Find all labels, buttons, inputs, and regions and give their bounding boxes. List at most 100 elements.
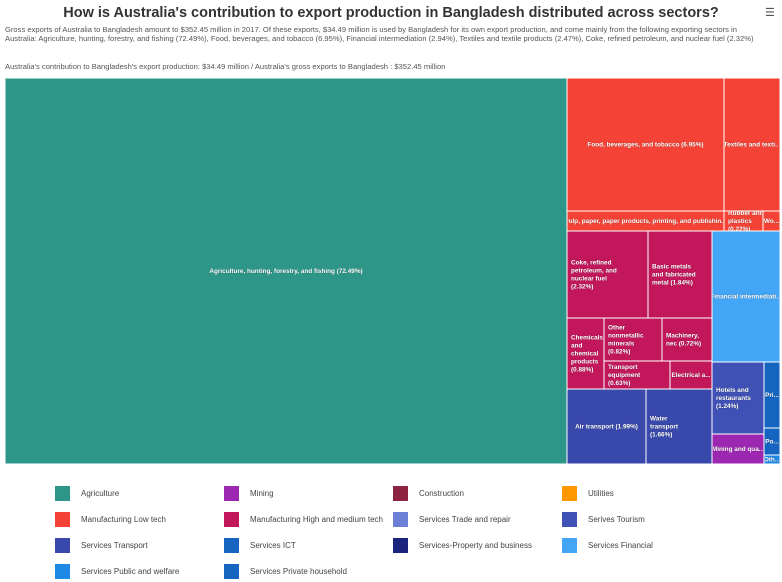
treemap-rect[interactable] — [4, 77, 568, 465]
treemap-rect[interactable] — [711, 361, 765, 435]
treemap-label: Air transport (1.99%) — [575, 424, 638, 431]
treemap-label: Basic metals and fabricated metal (1.84%) — [652, 264, 696, 287]
legend-swatch — [224, 485, 239, 501]
treemap-rect[interactable] — [723, 77, 781, 212]
legend-item[interactable]: Services ICT — [224, 537, 296, 553]
treemap-cell[interactable]: Other nonmetallic minerals (0.82%) — [603, 317, 663, 362]
legend-label: Services-Property and business — [419, 540, 532, 550]
treemap-rect[interactable] — [566, 230, 649, 319]
legend-label: Services Transport — [81, 540, 148, 550]
treemap-cell[interactable]: Po... — [763, 427, 781, 456]
treemap-cell[interactable]: Pulp, paper, paper products, printing, a… — [564, 210, 726, 232]
legend-item[interactable]: Services-Property and business — [393, 537, 532, 553]
treemap-cell[interactable]: Wo... — [762, 210, 781, 232]
chart-title: How is Australia's contribution to expor… — [63, 5, 719, 21]
legend-label: Services Financial — [588, 540, 653, 550]
legend-label: Manufacturing Low tech — [81, 514, 166, 524]
treemap-label: Hotels and restaurants (1.24%) — [716, 387, 751, 410]
legend-item[interactable]: Construction — [393, 485, 464, 501]
treemap-rect[interactable] — [566, 317, 605, 390]
treemap-rect[interactable] — [661, 317, 713, 362]
legend-swatch — [224, 563, 239, 579]
treemap-label: Electrical a... — [671, 372, 710, 379]
treemap-cell[interactable]: Oth... — [763, 454, 781, 465]
legend-item[interactable]: Mining — [224, 485, 274, 501]
legend-swatch — [393, 485, 408, 501]
legend-label: Services Private household — [250, 566, 347, 576]
treemap-rect[interactable] — [711, 433, 765, 465]
legend-label: Services Public and welfare — [81, 566, 180, 576]
treemap-cell[interactable]: Food, beverages, and tobacco (6.95%) — [566, 77, 725, 212]
legend-item[interactable]: Manufacturing Low tech — [55, 511, 166, 527]
treemap-cell[interactable]: Water transport (1.66%) — [645, 388, 713, 465]
treemap-label: Financial intermediati... — [710, 294, 781, 301]
treemap-label: Po... — [765, 439, 779, 446]
treemap-rect[interactable] — [603, 317, 663, 362]
treemap-cell[interactable]: Coke, refined petroleum, and nuclear fuel(… — [566, 230, 649, 319]
treemap-label: Transport equipment (0.63%) — [608, 364, 641, 387]
treemap-label: Mining and qua... — [712, 446, 764, 453]
treemap-label: Chemicals and chemical products (0.88%) — [571, 335, 603, 374]
legend-swatch — [55, 485, 70, 501]
legend-swatch — [224, 511, 239, 527]
treemap-label: Machinery, nec (0.72%) — [666, 333, 701, 348]
legend-swatch — [562, 537, 577, 553]
treemap-label: Agriculture, hunting, forestry, and fish… — [209, 268, 362, 275]
chart-note: Australia's contribution to Bangladesh's… — [5, 62, 446, 71]
treemap-label: Wo... — [764, 218, 779, 225]
treemap-cell[interactable]: Agriculture, hunting, forestry, and fish… — [4, 77, 568, 465]
treemap-label: Food, beverages, and tobacco (6.95%) — [587, 142, 703, 149]
treemap-cell[interactable]: Textiles and texti... — [723, 77, 781, 212]
legend-swatch — [393, 537, 408, 553]
treemap-rect[interactable] — [566, 77, 725, 212]
legend-swatch — [562, 485, 577, 501]
legend-swatch — [55, 511, 70, 527]
treemap-cell[interactable]: Basic metals and fabricated metal (1.84%) — [647, 230, 713, 319]
treemap-rect[interactable] — [763, 454, 781, 465]
legend-item[interactable]: Manufacturing High and medium tech — [224, 511, 383, 527]
treemap-cell[interactable]: Machinery, nec (0.72%) — [661, 317, 713, 362]
treemap-label: Other nonmetallic minerals (0.82%) — [608, 325, 644, 356]
legend-item[interactable]: Services Public and welfare — [55, 563, 179, 579]
legend-item[interactable]: Services Trade and repair — [393, 511, 511, 527]
treemap-label: Pri... — [765, 392, 779, 399]
legend-item[interactable]: Services Financial — [562, 537, 653, 553]
treemap-cell[interactable]: Financial intermediati... — [710, 230, 781, 363]
legend-item[interactable]: Agriculture — [55, 485, 119, 501]
legend-label: Services Trade and repair — [419, 514, 511, 524]
legend-label: Construction — [419, 488, 464, 498]
treemap-rect[interactable] — [566, 388, 647, 465]
legend-label: Manufacturing High and medium tech — [250, 514, 383, 524]
legend-swatch — [224, 537, 239, 553]
treemap-cell[interactable]: Rubber and plastics (0.22%) — [723, 210, 764, 233]
legend-swatch — [55, 537, 70, 553]
treemap-cell[interactable]: Mining and qua... — [711, 433, 765, 465]
legend-item[interactable]: Serives Tourism — [562, 511, 645, 527]
hamburger-menu-icon[interactable]: ☰ — [765, 7, 775, 19]
legend-item[interactable]: Services Private household — [224, 563, 347, 579]
treemap-cell[interactable]: Chemicals and chemical products (0.88%) — [566, 317, 605, 390]
treemap-label: Water transport (1.66%) — [650, 416, 679, 439]
treemap-cell[interactable]: Transport equipment (0.63%) — [603, 360, 671, 390]
treemap-rect[interactable] — [645, 388, 713, 465]
treemap-cell[interactable]: Air transport (1.99%) — [566, 388, 647, 465]
treemap-cell[interactable]: Hotels and restaurants (1.24%) — [711, 361, 765, 435]
treemap-label: Rubber and plastics (0.22%) — [728, 210, 764, 233]
legend-swatch — [562, 511, 577, 527]
legend-swatch — [393, 511, 408, 527]
treemap-rect[interactable] — [711, 230, 781, 363]
treemap-label: Pulp, paper, paper products, printing, a… — [564, 218, 726, 225]
legend-label: Agriculture — [81, 488, 120, 498]
treemap-label: Oth... — [764, 457, 781, 464]
legend-label: Utilities — [588, 488, 614, 498]
treemap-label: Coke, refined petroleum, and nuclear fuel(… — [571, 260, 617, 291]
chart-subtitle: Gross exports of Australia to Bangladesh… — [5, 25, 754, 44]
legend-item[interactable]: Services Transport — [55, 537, 148, 553]
legend-label: Mining — [250, 488, 274, 498]
treemap-cell[interactable]: Electrical a... — [669, 360, 713, 390]
legend-label: Services ICT — [250, 540, 296, 550]
legend-label: Serives Tourism — [588, 514, 645, 524]
treemap-cell[interactable]: Pri... — [763, 361, 781, 429]
legend-item[interactable]: Utilities — [562, 485, 614, 501]
legend-swatch — [55, 563, 70, 579]
